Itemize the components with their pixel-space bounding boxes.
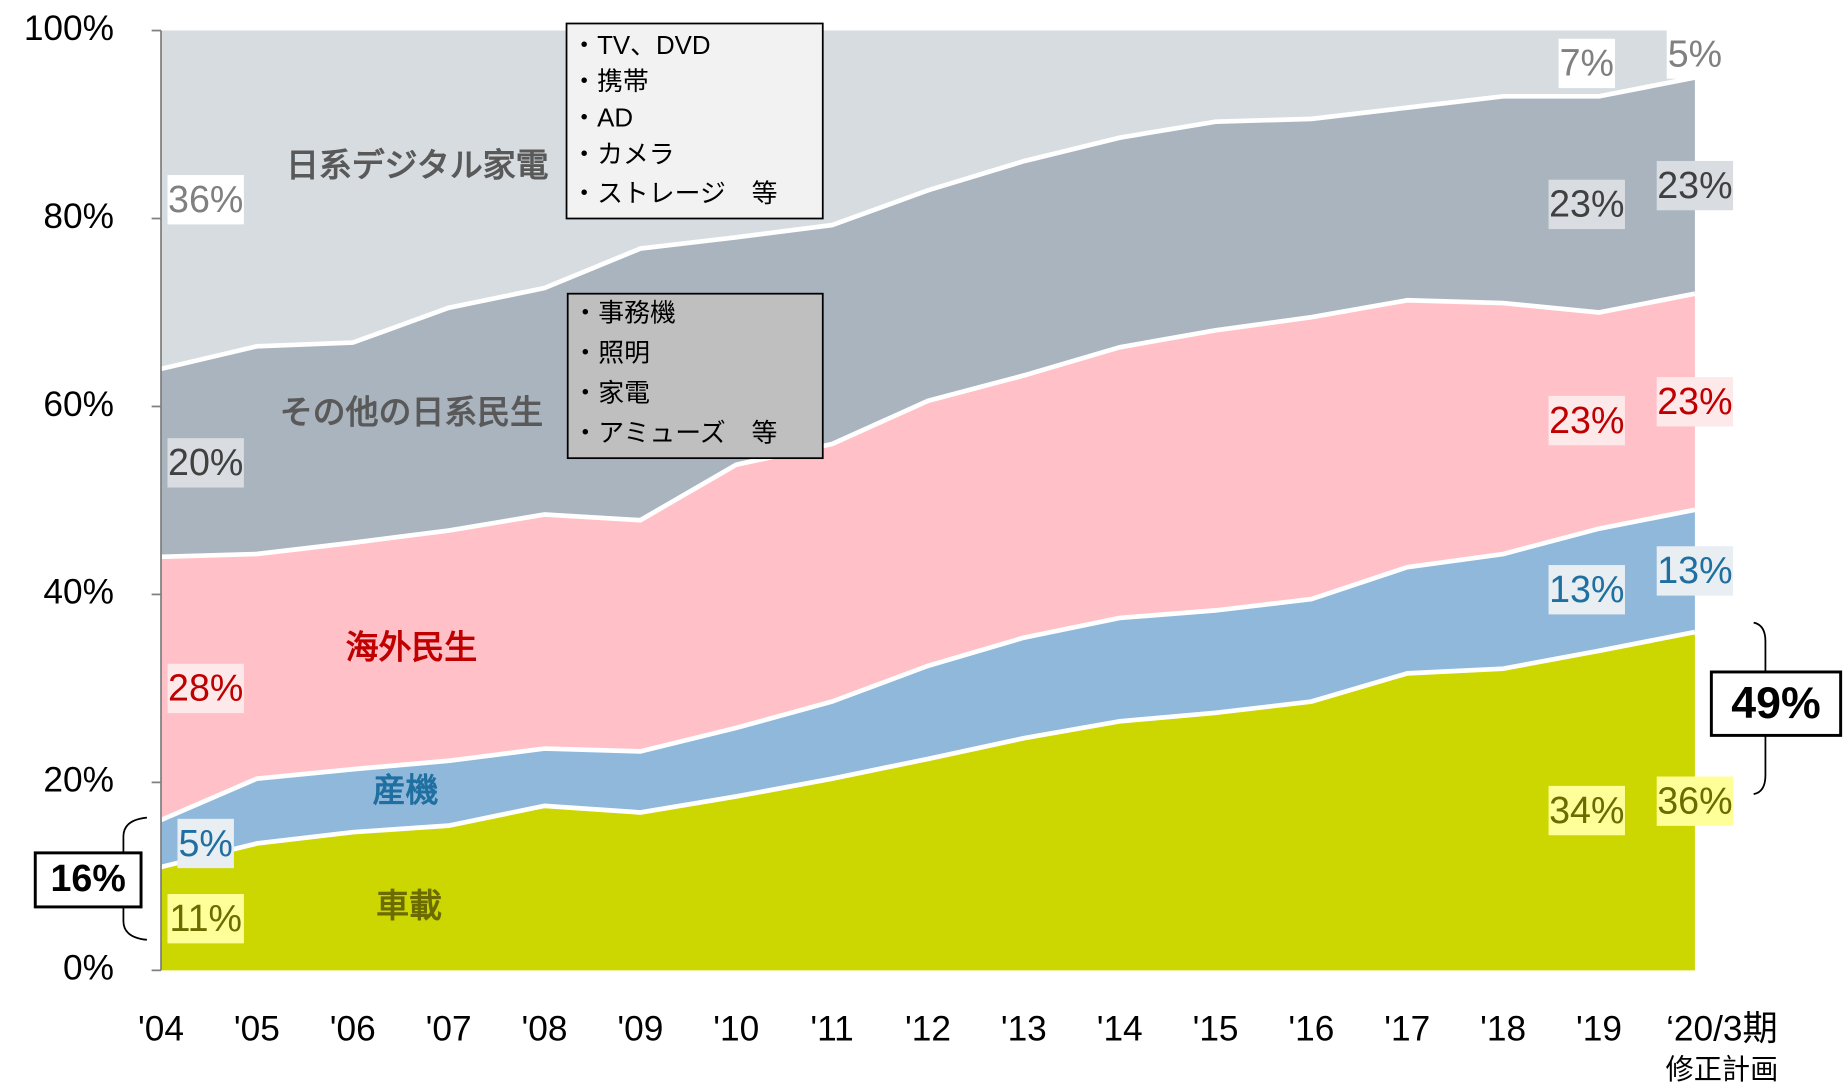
value-label-bg <box>167 893 244 944</box>
x-tick-label: '07 <box>426 1010 472 1049</box>
value-label: 36% <box>1657 779 1732 821</box>
note-item: ・アミューズ 等 <box>572 418 777 447</box>
x-tick-label: '12 <box>905 1010 951 1049</box>
x-tick-label: '08 <box>522 1010 568 1049</box>
series-label: その他の日系民生 <box>280 393 543 430</box>
value-label: 28% <box>168 667 243 709</box>
x-tick-label: '16 <box>1288 1010 1334 1049</box>
x-tick-note: 修正計画 <box>1666 1053 1779 1085</box>
bracket-label: 16% <box>51 857 126 899</box>
value-label-bg <box>177 818 234 869</box>
note-item: ・事務機 <box>572 299 675 328</box>
note-box <box>565 22 824 220</box>
area <box>161 632 1695 971</box>
series-label: 海外民生 <box>346 628 478 665</box>
x-tick-label: ‘20/3期 <box>1666 1010 1778 1049</box>
note-item: ・照明 <box>572 340 650 368</box>
value-label: 23% <box>1549 399 1624 441</box>
value-label-bg <box>1548 565 1625 615</box>
note-item: ・AD <box>571 105 633 133</box>
value-label-bg <box>1558 38 1615 89</box>
x-tick-label: '17 <box>1384 1010 1430 1049</box>
value-label: 5% <box>179 822 233 864</box>
area <box>161 30 1695 369</box>
value-label: 5% <box>1668 32 1722 74</box>
bracket-box <box>1709 670 1843 737</box>
x-tick-label: '04 <box>138 1010 184 1049</box>
area <box>161 293 1695 820</box>
value-label-bg <box>1656 546 1734 596</box>
x-tick-label: '09 <box>617 1010 663 1049</box>
note-box <box>566 292 824 460</box>
area-divider <box>160 291 1696 560</box>
x-tick-label: '05 <box>234 1010 280 1049</box>
note-item: ・TV、DVD <box>571 32 710 60</box>
value-label: 13% <box>1549 568 1624 610</box>
value-label: 13% <box>1657 549 1732 591</box>
x-tick-label: '14 <box>1097 1010 1143 1049</box>
x-tick-label: '11 <box>810 1010 853 1049</box>
value-label-bg <box>1548 785 1625 836</box>
x-tick-label: '19 <box>1576 1010 1622 1049</box>
series-label: 日系デジタル家電 <box>286 147 549 184</box>
series-label: 車載 <box>376 887 442 924</box>
area-divider <box>160 75 1696 372</box>
area <box>161 509 1695 867</box>
value-label-bg <box>167 175 244 225</box>
value-label: 23% <box>1657 380 1732 422</box>
value-label: 36% <box>168 178 243 220</box>
y-tick-label: 80% <box>43 197 114 236</box>
value-label-bg <box>1548 179 1625 230</box>
note-item: ・家電 <box>572 379 650 408</box>
bracket-label: 49% <box>1731 679 1820 728</box>
note-item: ・ストレージ 等 <box>571 179 777 208</box>
y-tick-label: 20% <box>43 761 114 800</box>
y-tick-label: 100% <box>24 9 114 48</box>
area-divider <box>160 507 1696 823</box>
bracket-box <box>33 851 143 909</box>
value-label-bg <box>1656 160 1734 211</box>
value-label-bg <box>1656 377 1734 427</box>
value-label-bg <box>167 663 244 714</box>
value-label: 11% <box>169 897 241 939</box>
value-label: 7% <box>1560 42 1614 84</box>
x-tick-label: '06 <box>330 1010 376 1049</box>
y-tick-label: 0% <box>63 949 114 988</box>
value-label: 20% <box>168 441 243 483</box>
value-label-bg <box>1548 395 1625 446</box>
x-tick-label: '18 <box>1480 1010 1526 1049</box>
value-label-bg <box>1656 776 1734 826</box>
series-label: 産機 <box>373 772 439 809</box>
x-tick-label: '15 <box>1193 1010 1239 1049</box>
y-tick-label: 60% <box>43 385 114 424</box>
x-tick-label: '10 <box>713 1010 759 1049</box>
note-item: ・カメラ <box>571 141 674 169</box>
value-label-bg <box>167 438 244 488</box>
y-tick-label: 40% <box>43 573 114 612</box>
note-item: ・携帯 <box>571 67 649 96</box>
x-tick-label: '13 <box>1001 1010 1047 1049</box>
area-divider <box>160 629 1696 870</box>
value-label: 34% <box>1549 789 1624 831</box>
area <box>161 77 1695 557</box>
value-label-bg <box>1666 29 1724 79</box>
value-label: 23% <box>1549 183 1624 225</box>
value-label: 23% <box>1657 164 1732 206</box>
